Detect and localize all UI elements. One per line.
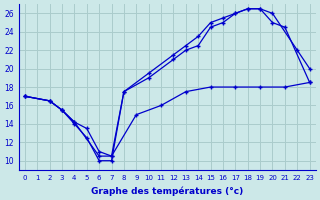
X-axis label: Graphe des températures (°c): Graphe des températures (°c) [91, 186, 244, 196]
